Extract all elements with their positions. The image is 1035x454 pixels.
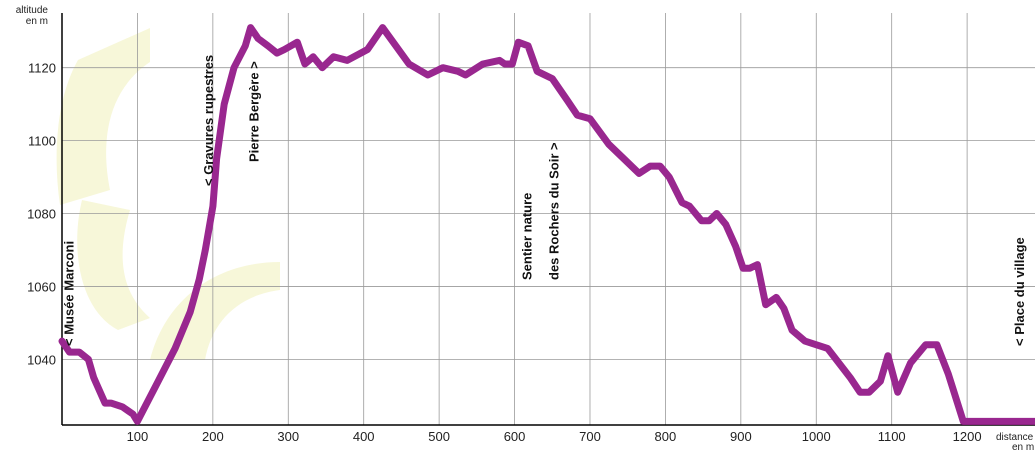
series-group	[58, 24, 1035, 425]
y-tick-label-1040: 1040	[27, 352, 56, 367]
x-tick-label-1200: 1200	[953, 429, 982, 444]
x-axis-unit: en m	[1012, 442, 1034, 453]
annotation-label-5: < Place du village	[1012, 237, 1027, 346]
annotations-group: < Musée Marconi < Gravures rupestres Pierr…	[62, 55, 1027, 346]
x-tick-label-900: 900	[730, 429, 752, 444]
y-axis-unit: en m	[26, 16, 48, 27]
y-tick-label-1120: 1120	[28, 61, 56, 76]
annotation-label-2: Pierre Bergère >	[246, 61, 261, 162]
x-tick-label-300: 300	[277, 429, 299, 444]
elevation-line-0	[58, 24, 1035, 425]
annotation-label-3: Sentier nature	[520, 193, 535, 280]
annotation-label-4: des Rochers du Soir >	[547, 142, 562, 280]
annotation-label-1: < Gravures rupestres	[201, 55, 216, 186]
y-axis-label: altitude	[16, 5, 49, 16]
x-tick-label-400: 400	[353, 429, 375, 444]
x-tick-label-1100: 1100	[878, 429, 906, 444]
annotation-label-0: < Musée Marconi	[62, 241, 77, 346]
y-tick-label-1100: 1100	[28, 134, 56, 149]
y-tick-label-1060: 1060	[27, 279, 56, 294]
x-tick-label-800: 800	[655, 429, 677, 444]
x-axis-label: distance	[996, 432, 1034, 443]
x-tick-label-200: 200	[202, 429, 224, 444]
y-tick-label-1080: 1080	[27, 207, 56, 222]
x-tick-label-600: 600	[504, 429, 526, 444]
x-tick-label-500: 500	[428, 429, 450, 444]
x-tick-label-100: 100	[127, 429, 149, 444]
x-tick-label-700: 700	[579, 429, 601, 444]
tick-labels: 100 200 300 400 500 600 700 800 900 1000 1100 1200 1…	[27, 61, 981, 444]
x-tick-label-1000: 1000	[802, 429, 831, 444]
